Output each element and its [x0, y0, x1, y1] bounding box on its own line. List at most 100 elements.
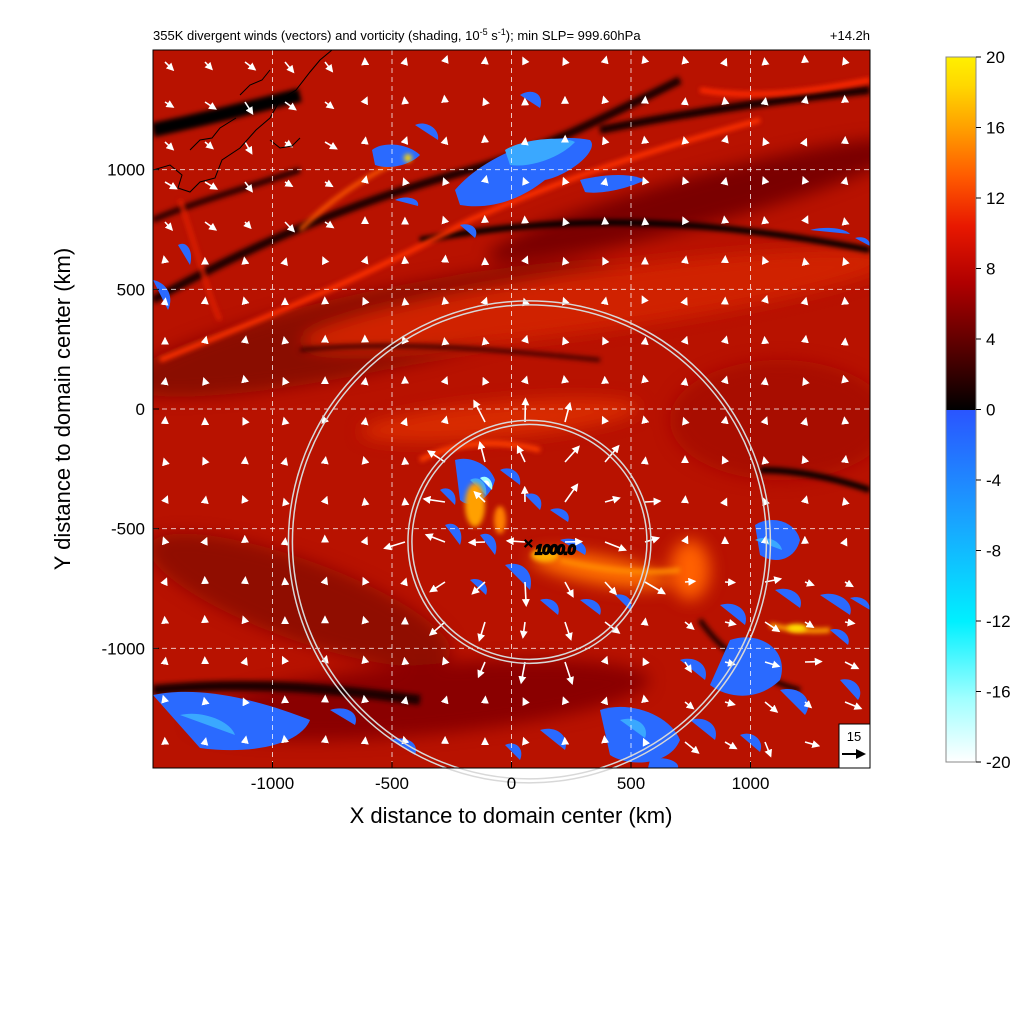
wind-vector	[284, 221, 296, 233]
coastline	[153, 50, 333, 193]
wind-vector	[204, 181, 219, 190]
wind-vector	[804, 740, 821, 748]
wind-vector	[681, 55, 690, 65]
grid	[153, 50, 870, 768]
colorbar-tick-label: 8	[986, 260, 995, 279]
wind-vector	[844, 579, 854, 588]
wind-vector	[320, 576, 329, 586]
wind-vector	[644, 581, 666, 595]
wind-vector	[724, 741, 738, 750]
wind-vector	[804, 579, 815, 587]
wind-vector	[562, 296, 570, 306]
wind-vector	[564, 401, 573, 423]
wind-vector	[361, 655, 370, 665]
wind-vector	[477, 621, 486, 642]
colorbar-tick-label: 0	[986, 401, 995, 420]
wind-vector	[801, 215, 809, 225]
wind-vector	[281, 655, 290, 665]
wind-vector	[400, 577, 408, 587]
wind-vector	[284, 179, 294, 187]
wind-vector	[604, 621, 621, 634]
wind-vector	[721, 455, 730, 465]
wind-vector	[402, 177, 410, 187]
wind-vector	[760, 96, 769, 106]
center-x-mark: ×	[523, 534, 533, 553]
reference-vector-label: 15	[847, 729, 861, 744]
wind-vector	[841, 374, 850, 384]
y-tick-label: -1000	[102, 639, 145, 658]
wind-vector	[284, 101, 297, 111]
wind-vector	[522, 697, 530, 707]
wind-vector	[204, 141, 214, 150]
wind-vector	[441, 656, 450, 666]
colorbar-tick-label: -4	[986, 471, 1001, 490]
wind-vector	[681, 136, 690, 145]
wind-vector	[201, 696, 210, 706]
wind-vector	[721, 96, 730, 106]
wind-vector	[562, 57, 570, 66]
colorbar-tick-label: -20	[986, 753, 1011, 772]
wind-vector	[601, 735, 610, 744]
wind-vector	[801, 455, 810, 465]
wind-vector	[684, 621, 695, 630]
wind-vector	[442, 177, 450, 187]
x-axis-label: X distance to domain center (km)	[350, 803, 673, 828]
wind-vector	[764, 621, 781, 633]
colorbar-tick-label: 12	[986, 189, 1005, 208]
wind-vector	[844, 701, 863, 710]
wind-vector	[720, 375, 729, 385]
wind-vector	[641, 295, 649, 305]
wind-vector	[360, 416, 369, 426]
wind-vector	[467, 538, 486, 547]
wind-vector	[204, 101, 217, 110]
wind-vector	[564, 621, 573, 641]
wind-vector	[561, 256, 570, 266]
wind-vector	[680, 296, 688, 306]
wind-vector	[241, 296, 250, 306]
wind-vector	[244, 181, 253, 193]
wind-vector	[160, 376, 169, 386]
wind-vector	[164, 100, 175, 108]
colorbar-tick-label: 16	[986, 119, 1005, 138]
wind-vector	[764, 660, 781, 669]
wind-vector	[841, 217, 850, 226]
wind-vector	[481, 134, 490, 144]
wind-vector	[640, 456, 649, 465]
divergent-wind-vectors	[160, 54, 863, 758]
wind-vector	[481, 336, 490, 346]
x-tick-label: 0	[507, 774, 516, 793]
wind-vector	[841, 497, 850, 506]
colorbar-negative	[946, 410, 976, 762]
wind-vector	[241, 494, 249, 504]
wind-vector	[324, 179, 334, 188]
wind-vector	[243, 220, 252, 230]
wind-vector	[164, 181, 178, 190]
wind-vector	[200, 495, 209, 505]
wind-vector	[161, 694, 169, 704]
wind-vector	[802, 377, 810, 387]
wind-vector	[428, 621, 446, 636]
wind-vector	[471, 581, 486, 595]
wind-vector	[801, 54, 810, 64]
wind-vector	[242, 416, 250, 426]
wind-vector	[602, 336, 610, 346]
wind-vector	[600, 296, 609, 306]
wind-vector	[320, 495, 329, 505]
wind-vector	[842, 56, 850, 66]
wind-vector	[401, 656, 410, 666]
y-tick-label: 1000	[107, 161, 145, 180]
wind-vector	[561, 375, 570, 384]
wind-vector	[482, 376, 490, 386]
wind-vector	[202, 377, 210, 386]
wind-vector	[244, 61, 257, 71]
wind-vector	[840, 537, 848, 547]
wind-vector	[200, 737, 209, 746]
wind-vector	[522, 176, 530, 186]
wind-vector	[204, 61, 213, 71]
wind-vector	[422, 495, 446, 504]
wind-vector	[473, 399, 486, 423]
wind-vector	[642, 737, 651, 747]
wind-vector	[600, 655, 609, 665]
wind-vector	[760, 535, 769, 544]
colorbar-positive	[946, 57, 976, 410]
